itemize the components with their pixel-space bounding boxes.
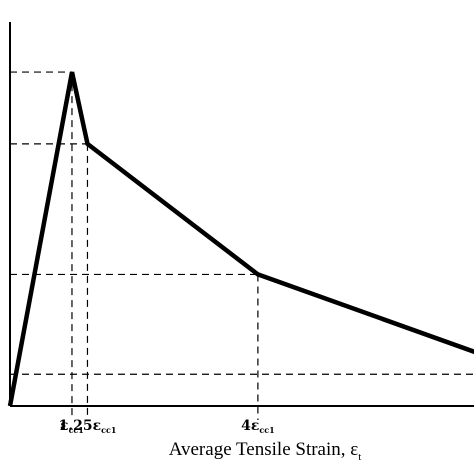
x-tick-label: 1.25εcc1 [59, 418, 117, 435]
x-tick-label-subscript: cc1 [259, 425, 274, 435]
x-tick-label-main: 1.25ε [59, 418, 102, 434]
tension-softening-curve [7, 71, 474, 407]
x-axis-title: Average Tensile Strain, εt [169, 439, 362, 463]
x-tick-label: εcc1 [60, 418, 84, 435]
x-axis-title-subscript: t [358, 451, 361, 463]
x-tick-label-subscript: cc1 [101, 425, 116, 435]
x-axis-title-main: Average Tensile Strain, ε [169, 439, 359, 460]
x-tick-label: 4εcc1 [241, 418, 275, 435]
reference-lines [10, 71, 474, 420]
x-tick-label-subscript: cc1 [69, 425, 84, 435]
x-tick-label-main: 4ε [241, 418, 259, 434]
x-tick-label-main: ε [60, 418, 69, 434]
